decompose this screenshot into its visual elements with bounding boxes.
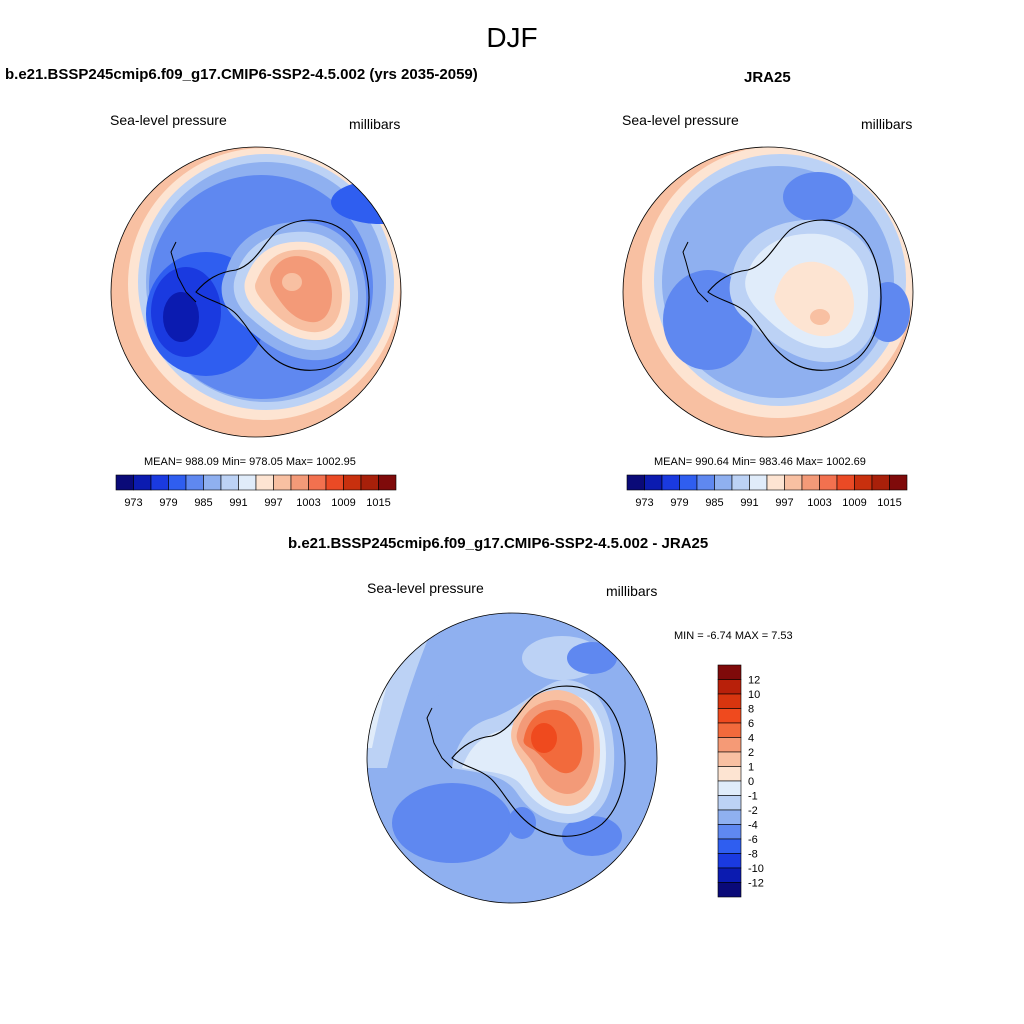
panel1-colorbar-swatch xyxy=(325,474,344,491)
panel1-colorbar-swatch xyxy=(203,474,222,491)
panel2-colorbar-swatch xyxy=(889,474,908,491)
panel2-colorbar-tick-label: 991 xyxy=(740,497,758,509)
panel3-colorbar-tick-label: -8 xyxy=(748,849,758,861)
panel2-variable-label: Sea-level pressure xyxy=(622,112,739,128)
panel1-colorbar-swatch xyxy=(185,474,204,491)
panel1-polar-map xyxy=(110,146,402,438)
panel1-colorbar-swatch xyxy=(150,474,169,491)
panel3-colorbar-swatch xyxy=(717,867,742,883)
panel1-colorbar-tick-label: 997 xyxy=(264,497,282,509)
panel1-colorbar-swatch xyxy=(308,474,327,491)
panel2-units-label: millibars xyxy=(861,116,913,132)
panel3-colorbar-tick-label: 12 xyxy=(748,675,760,687)
panel2-title: JRA25 xyxy=(744,69,791,86)
panel2-colorbar-tick-label: 1009 xyxy=(842,497,866,509)
panel2-colorbar-swatch xyxy=(871,474,890,491)
panel1-colorbar-tick-label: 985 xyxy=(194,497,212,509)
panel3-colorbar-swatch xyxy=(717,664,742,680)
panel3-colorbar-swatch xyxy=(717,824,742,840)
panel1-colorbar-swatch xyxy=(115,474,134,491)
panel2-colorbar-swatch xyxy=(626,474,645,491)
panel1-colorbar: 973 979 985 991 997 1003 1009 1015 xyxy=(115,474,397,509)
panel1-stats: MEAN= 988.09 Min= 978.05 Max= 1002.95 xyxy=(144,456,356,468)
panel1-variable-label: Sea-level pressure xyxy=(110,112,227,128)
panel3-colorbar-tick-label: 0 xyxy=(748,776,754,788)
panel2-polar-map xyxy=(622,146,914,438)
panel3-colorbar-tick-label: -2 xyxy=(748,805,758,817)
panel1-colorbar-swatch xyxy=(343,474,362,491)
panel1-colorbar-swatch xyxy=(238,474,257,491)
figure-title: DJF xyxy=(486,22,538,53)
panel1-colorbar-swatch xyxy=(168,474,187,491)
panel3-colorbar-tick-label: -1 xyxy=(748,791,758,803)
panel2-colorbar-swatch xyxy=(661,474,680,491)
panel3-variable-label: Sea-level pressure xyxy=(367,580,484,596)
panel3-stats: MIN = -6.74 MAX = 7.53 xyxy=(674,630,793,642)
panel3-colorbar-tick-label: 10 xyxy=(748,689,760,701)
panel2-colorbar-tick-label: 985 xyxy=(705,497,723,509)
panel2-colorbar-swatch xyxy=(854,474,873,491)
panel2-colorbar-swatch xyxy=(784,474,803,491)
panel1-colorbar-swatch xyxy=(255,474,274,491)
panel2-colorbar-swatch xyxy=(644,474,663,491)
panel1-colorbar-tick-label: 1003 xyxy=(296,497,320,509)
panel1-colorbar-tick-label: 973 xyxy=(124,497,142,509)
panel1-colorbar-tick-label: 1015 xyxy=(366,497,390,509)
panel3-colorbar-swatch xyxy=(717,809,742,825)
panel3-colorbar-swatch xyxy=(717,708,742,724)
panel3-colorbar-swatch xyxy=(717,722,742,738)
panel1-colorbar-tick-label: 1009 xyxy=(331,497,355,509)
panel3-units-label: millibars xyxy=(606,583,658,599)
panel3-colorbar-tick-label: 6 xyxy=(748,718,754,730)
panel3-colorbar-tick-label: 8 xyxy=(748,704,754,716)
panel2-colorbar-tick-label: 997 xyxy=(775,497,793,509)
panel2-colorbar-swatch xyxy=(731,474,750,491)
panel3-colorbar-tick-label: 4 xyxy=(748,733,754,745)
panel2-colorbar-swatch xyxy=(836,474,855,491)
panel2-colorbar-swatch xyxy=(766,474,785,491)
panel2-colorbar-tick-label: 979 xyxy=(670,497,688,509)
panel3-colorbar-swatch xyxy=(717,780,742,796)
panel1-colorbar-swatch xyxy=(220,474,239,491)
panel3-polar-map xyxy=(366,612,658,904)
panel3-colorbar-tick-label: -4 xyxy=(748,820,758,832)
panel1-colorbar-tick-label: 979 xyxy=(159,497,177,509)
panel2-colorbar-swatch xyxy=(679,474,698,491)
panel3-colorbar-swatch xyxy=(717,737,742,753)
panel2-colorbar-tick-label: 1015 xyxy=(877,497,901,509)
panel3-colorbar-swatch xyxy=(717,679,742,695)
panel1-colorbar-swatch xyxy=(378,474,397,491)
panel1-colorbar-swatch xyxy=(133,474,152,491)
panel3-colorbar-swatch xyxy=(717,882,742,898)
panel2-colorbar-swatch xyxy=(801,474,820,491)
panel2-colorbar-tick-label: 1003 xyxy=(807,497,831,509)
panel3-colorbar-swatch xyxy=(717,751,742,767)
panel1-colorbar-tick-label: 991 xyxy=(229,497,247,509)
panel1-colorbar-swatch xyxy=(290,474,309,491)
panel3-colorbar-swatch xyxy=(717,838,742,854)
panel1-title: b.e21.BSSP245cmip6.f09_g17.CMIP6-SSP2-4.… xyxy=(5,66,478,83)
panel3-colorbar-tick-label: -12 xyxy=(748,878,764,890)
panel2-colorbar-swatch xyxy=(749,474,768,491)
panel2-colorbar-swatch xyxy=(714,474,733,491)
panel3-colorbar-swatch xyxy=(717,693,742,709)
panel2-stats: MEAN= 990.64 Min= 983.46 Max= 1002.69 xyxy=(654,456,866,468)
panel3-colorbar-swatch xyxy=(717,795,742,811)
panel3-title: b.e21.BSSP245cmip6.f09_g17.CMIP6-SSP2-4.… xyxy=(288,535,709,552)
panel3-colorbar-tick-label: -6 xyxy=(748,834,758,846)
panel3-colorbar-tick-label: -10 xyxy=(748,863,764,875)
panel2-colorbar-tick-label: 973 xyxy=(635,497,653,509)
panel2-colorbar-swatch xyxy=(696,474,715,491)
panel1-units-label: millibars xyxy=(349,116,401,132)
panel2-colorbar-swatch xyxy=(819,474,838,491)
panel1-colorbar-swatch xyxy=(273,474,292,491)
panel3-colorbar-swatch xyxy=(717,766,742,782)
panel3-colorbar-swatch xyxy=(717,853,742,869)
panel1-colorbar-swatch xyxy=(360,474,379,491)
panel3-colorbar-tick-label: 2 xyxy=(748,747,754,759)
panel2-colorbar: 973 979 985 991 997 1003 1009 1015 xyxy=(626,474,908,509)
panel3-colorbar-tick-label: 1 xyxy=(748,762,754,774)
